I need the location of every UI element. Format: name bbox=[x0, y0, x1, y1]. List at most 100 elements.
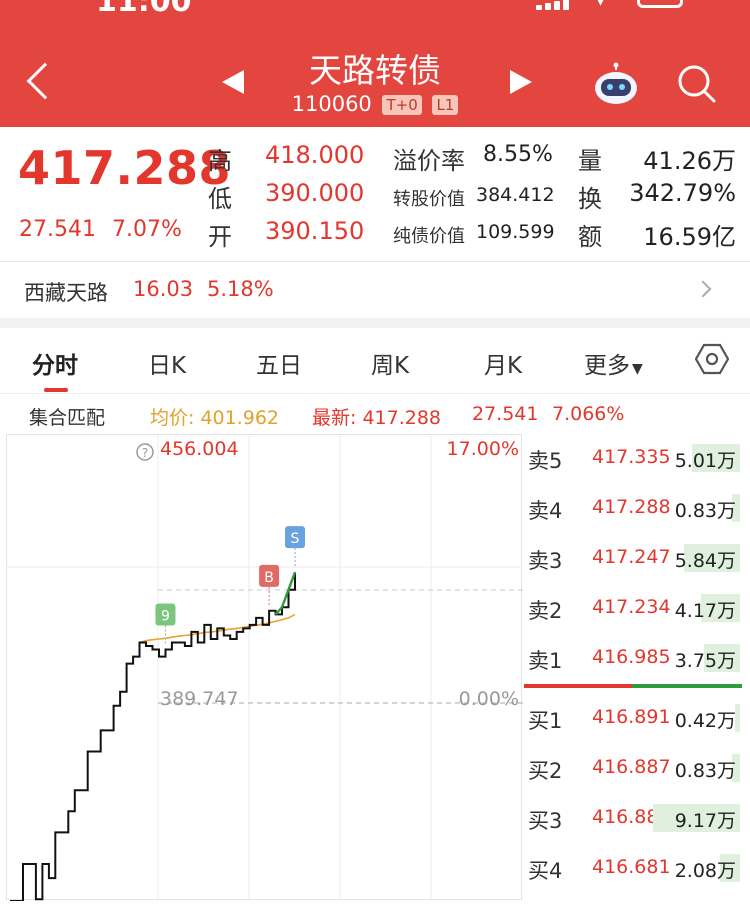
trade-marker-label: S bbox=[291, 531, 300, 547]
bid-price: 416.681 bbox=[592, 856, 671, 878]
amount-label: 额 bbox=[578, 223, 602, 251]
chart-base-price: 389.747 bbox=[160, 688, 239, 710]
bid-label: 买2 bbox=[528, 759, 563, 783]
trade-marker-label: 9 bbox=[161, 609, 170, 625]
bid-row[interactable]: 买3 416.881 9.17万 bbox=[524, 794, 744, 844]
ask-row[interactable]: 卖1 416.985 3.75万 bbox=[524, 634, 744, 684]
premium-value: 8.55% bbox=[483, 142, 553, 167]
ask-volume-bar bbox=[684, 544, 740, 572]
ask-price: 417.288 bbox=[592, 496, 671, 518]
bid-price: 416.887 bbox=[592, 756, 671, 778]
ask-price: 417.247 bbox=[592, 546, 671, 568]
tab-more[interactable]: 更多 ▼ bbox=[584, 346, 643, 380]
ask-volume-bar bbox=[692, 444, 740, 472]
low-value: 390.000 bbox=[265, 179, 365, 207]
ask-price: 417.234 bbox=[592, 596, 671, 618]
ask-row[interactable]: 卖3 417.247 5.84万 bbox=[524, 534, 744, 584]
open-value: 390.150 bbox=[265, 217, 365, 245]
change-amount: 27.541 bbox=[19, 217, 96, 242]
search-icon[interactable] bbox=[676, 63, 716, 103]
latest-price: 最新: 417.288 bbox=[312, 407, 442, 429]
bid-row[interactable]: 买2 416.887 0.83万 bbox=[524, 744, 744, 794]
ask-row[interactable]: 卖4 417.288 0.83万 bbox=[524, 484, 744, 534]
caret-down-icon: ▼ bbox=[632, 361, 643, 377]
top-bar: 11:00 ▾ 天路转债 110060 T+0 L1 bbox=[0, 0, 750, 127]
order-book: 卖5 417.335 5.01万 卖4 417.288 0.83万 卖3 417.247 5.8… bbox=[524, 434, 750, 900]
tab-more-label: 更多 bbox=[584, 353, 630, 379]
ask-volume: 5.84万 bbox=[674, 550, 736, 572]
tab-daily-k[interactable]: 日K bbox=[148, 353, 187, 379]
turnover-value: 342.79% bbox=[629, 179, 736, 207]
tag-level: L1 bbox=[432, 95, 459, 115]
ask-volume-bar bbox=[732, 494, 740, 522]
chart-top-price: 456.004 bbox=[160, 438, 239, 460]
open-label: 开 bbox=[208, 223, 232, 251]
price-line-recent bbox=[274, 571, 297, 616]
bid-label: 买4 bbox=[528, 859, 563, 883]
ask-volume-bar bbox=[701, 594, 740, 622]
latest-change: 27.541 bbox=[472, 403, 539, 425]
volume-label: 量 bbox=[578, 147, 602, 175]
bid-price: 416.891 bbox=[592, 706, 671, 728]
ask-volume: 0.83万 bbox=[674, 500, 736, 522]
quote-panel: 417.288 27.541 7.07% 高 418.000 低 390.000… bbox=[0, 127, 750, 261]
battery-icon bbox=[637, 0, 683, 8]
ask-label: 卖1 bbox=[528, 649, 563, 673]
bid-volume: 9.17万 bbox=[674, 810, 736, 832]
tab-five-day[interactable]: 五日 bbox=[256, 353, 302, 379]
tab-monthly-k[interactable]: 月K bbox=[484, 353, 523, 379]
ask-price: 417.335 bbox=[592, 446, 671, 468]
bond-code-row: 110060 T+0 L1 bbox=[0, 92, 750, 116]
ask-volume: 3.75万 bbox=[674, 650, 736, 672]
bid-volume: 0.42万 bbox=[674, 710, 736, 732]
conv-value-label: 转股价值 bbox=[393, 189, 465, 210]
intraday-chart[interactable]: ? 456.004 17.00% 389.747 0.00% 9 B S bbox=[6, 434, 523, 902]
tab-intraday[interactable]: 分时 bbox=[32, 353, 78, 379]
chart-tabs: 分时 日K 五日 周K 月K 更多 ▼ bbox=[0, 328, 750, 394]
tab-weekly-k[interactable]: 周K bbox=[371, 353, 410, 379]
turnover-label: 换 bbox=[578, 185, 602, 213]
price-line bbox=[10, 572, 296, 902]
chart-top-pct: 17.00% bbox=[447, 438, 519, 460]
change-percent: 7.07% bbox=[112, 217, 182, 242]
trade-marker-label: B bbox=[264, 570, 274, 586]
last-price: 417.288 bbox=[18, 141, 232, 195]
underlying-stock-row[interactable]: 西藏天路 16.03 5.18% bbox=[0, 262, 750, 318]
status-time: 11:00 bbox=[96, 0, 192, 19]
active-tab-indicator bbox=[44, 388, 68, 392]
trade-marker-B: B bbox=[259, 564, 280, 605]
intraday-chart-svg: ? 456.004 17.00% 389.747 0.00% 9 B S bbox=[7, 435, 523, 902]
ask-label: 卖3 bbox=[528, 549, 563, 573]
bond-code: 110060 bbox=[291, 92, 372, 116]
volume-value: 41.26万 bbox=[643, 147, 736, 175]
bid-volume-bar bbox=[653, 804, 740, 832]
conv-value: 384.412 bbox=[476, 184, 555, 206]
ask-price: 416.985 bbox=[592, 646, 671, 668]
ask-label: 卖2 bbox=[528, 599, 563, 623]
high-value: 418.000 bbox=[265, 141, 365, 169]
bid-row[interactable]: 买1 416.891 0.42万 bbox=[524, 694, 744, 744]
bid-volume: 2.08万 bbox=[674, 860, 736, 882]
divider bbox=[0, 261, 750, 262]
ask-label: 卖5 bbox=[528, 449, 563, 473]
underlying-price: 16.03 bbox=[133, 277, 194, 301]
ask-row[interactable]: 卖2 417.234 4.17万 bbox=[524, 584, 744, 634]
prev-bond-button[interactable] bbox=[222, 70, 244, 94]
ask-volume: 4.17万 bbox=[674, 600, 736, 622]
trade-marker-S: S bbox=[285, 526, 305, 567]
chevron-right-icon bbox=[694, 280, 712, 298]
underlying-change: 5.18% bbox=[207, 277, 274, 301]
robot-assistant-icon[interactable] bbox=[592, 62, 640, 106]
auction-mode: 集合匹配 bbox=[29, 407, 106, 429]
bid-label: 买3 bbox=[528, 809, 563, 833]
trade-marker-9: 9 bbox=[155, 603, 176, 644]
ask-label: 卖4 bbox=[528, 499, 563, 523]
settings-icon[interactable] bbox=[695, 342, 729, 376]
ask-row[interactable]: 卖5 417.335 5.01万 bbox=[524, 434, 744, 484]
next-bond-button[interactable] bbox=[510, 70, 532, 94]
chart-base-pct: 0.00% bbox=[459, 688, 519, 710]
bid-volume-bar bbox=[720, 854, 740, 882]
latest-change-pct: 7.066% bbox=[552, 403, 625, 425]
bid-row[interactable]: 买4 416.681 2.08万 bbox=[524, 844, 744, 894]
bid-price: 416.881 bbox=[592, 806, 671, 828]
